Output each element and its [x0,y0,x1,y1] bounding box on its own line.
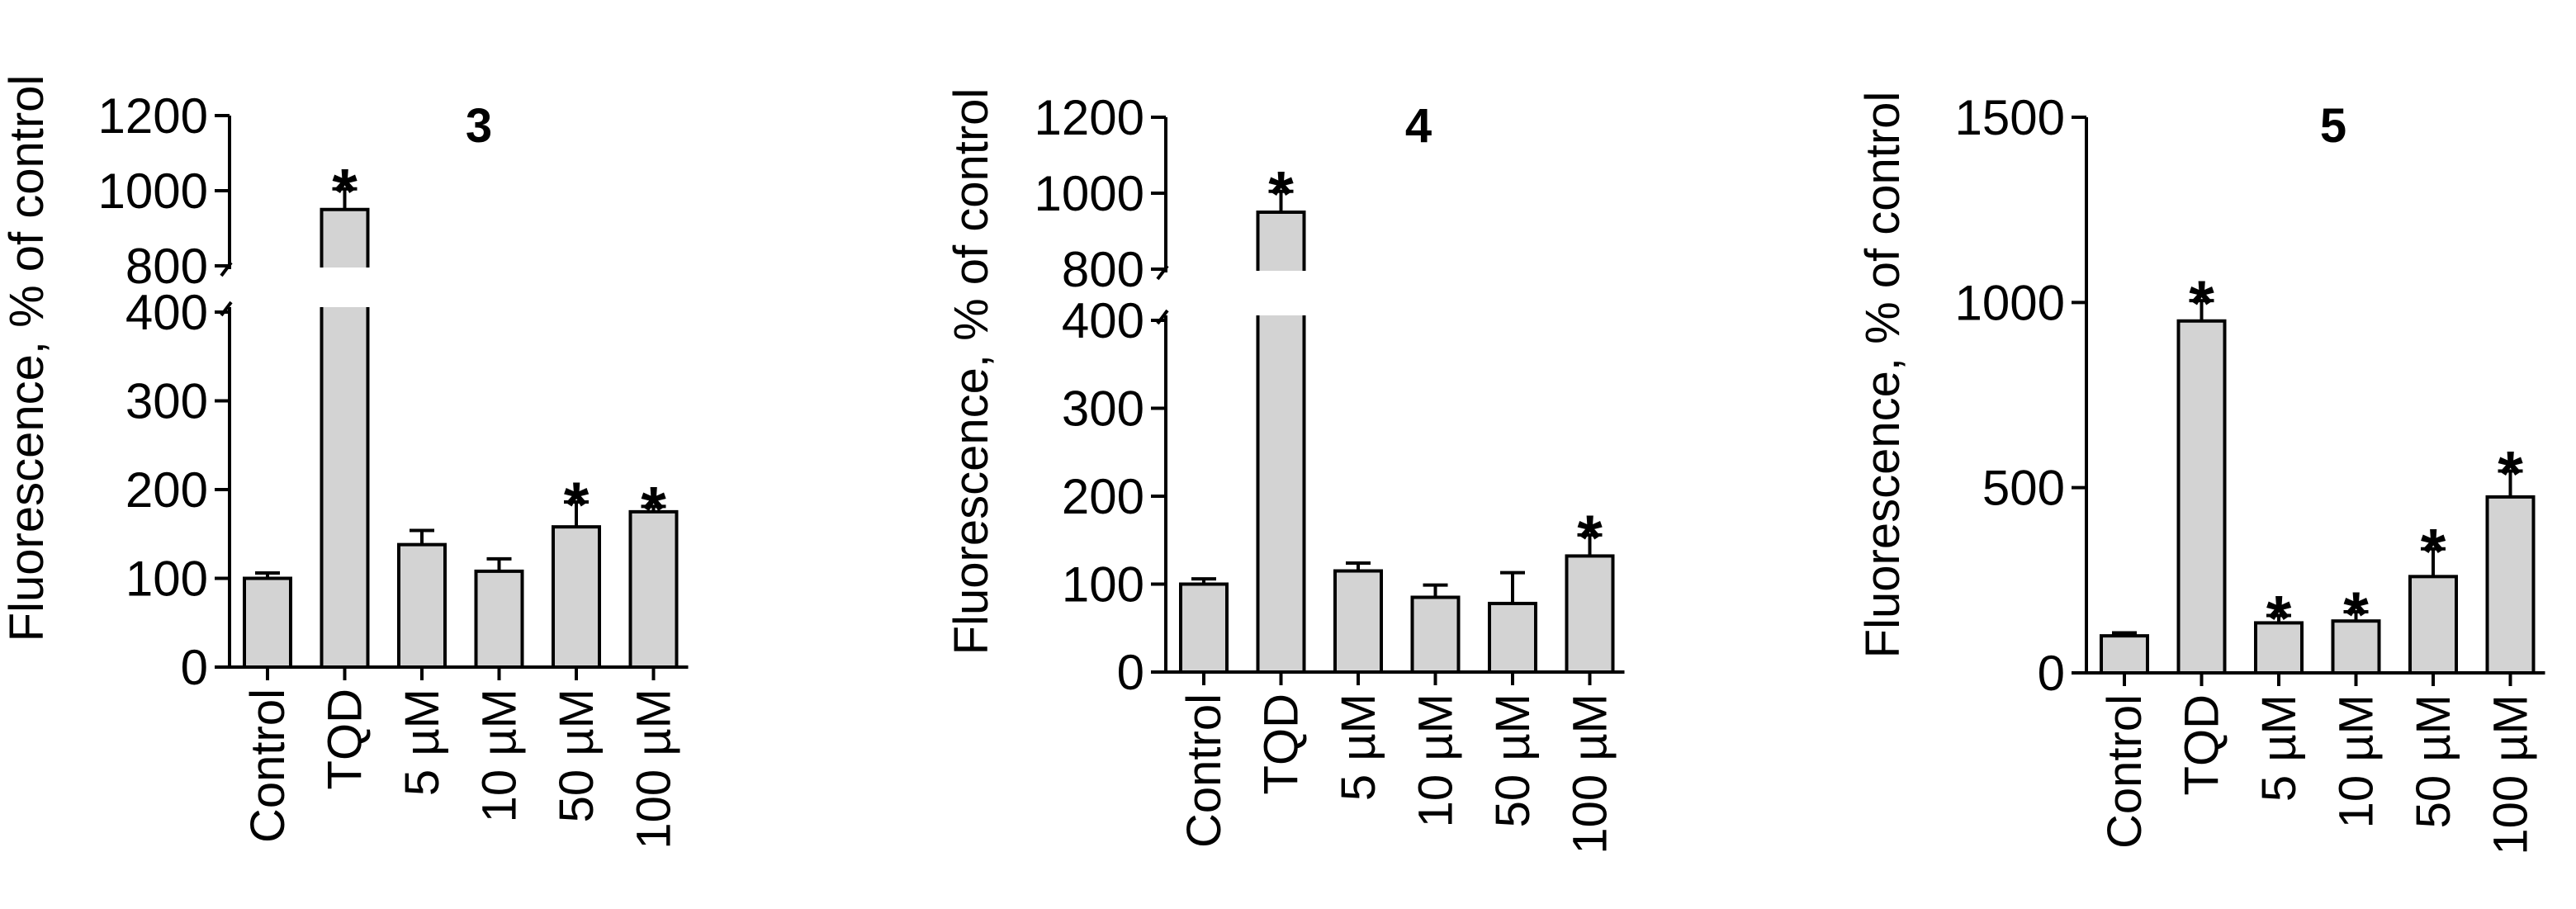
x-tick-label: 50 µM [550,689,604,822]
x-tick-label: Control [241,689,295,843]
x-tick-label: 5 µM [395,689,449,796]
y-tick-label: 100 [1062,557,1144,613]
chart-title: 4 [1405,99,1432,153]
y-tick-label: 500 [1982,461,2065,516]
x-tick-label: 10 µM [473,689,527,822]
y-tick-label: 200 [1062,469,1144,524]
chart-title: 3 [466,99,492,153]
y-tick-label: 1000 [98,163,208,219]
chart-title: 5 [2320,99,2346,153]
significance-marker: * [641,472,666,545]
bar [1333,569,1383,675]
significance-marker: * [2343,578,2369,651]
significance-marker: * [564,468,590,541]
significance-marker: * [2266,581,2292,654]
y-tick-label: 400 [125,285,208,340]
bar [397,542,447,670]
bar [474,569,524,670]
y-tick-label: 0 [2038,646,2065,701]
x-tick-label: Control [2098,694,2152,849]
x-tick-label: 50 µM [1486,694,1540,827]
bar [2331,619,2381,675]
y-tick-label: 1200 [98,88,208,144]
y-tick-label: 1000 [1955,275,2065,330]
y-axis-label: Fluorescence, % of control [1856,92,1910,659]
x-tick-label: TQD [1255,694,1309,794]
bar [2485,495,2536,675]
y-tick-label: 400 [1062,293,1144,348]
significance-marker: * [332,155,358,228]
bar [2408,575,2458,675]
x-tick-label: 10 µM [1409,694,1463,827]
y-tick-label: 200 [125,462,208,518]
y-tick-label: 0 [1117,645,1144,700]
panel-3: 0 500 1000 1500 Fluorescence, % of control 5 C… [1856,90,2545,855]
significance-marker: * [1268,158,1294,230]
significance-marker: * [1577,501,1603,574]
y-tick-label: 1000 [1035,166,1144,221]
bar [2100,634,2149,675]
x-tick-label: TQD [2176,694,2229,795]
bar [552,525,601,670]
bar [1179,582,1229,674]
significance-marker: * [2498,437,2523,509]
x-tick-label: 100 µM [1564,694,1617,855]
y-tick-label: 1200 [1035,90,1144,145]
bar [1488,601,1537,674]
y-tick-label: 0 [181,640,208,695]
significance-marker: * [2421,515,2446,588]
x-tick-label: 5 µM [2252,694,2306,802]
y-tick-label: 1500 [1955,90,2065,145]
y-tick-label: 300 [125,374,208,429]
y-tick-label: 800 [1062,242,1144,297]
bar-break-gap [319,267,371,307]
x-tick-label: TQD [319,689,372,789]
y-tick-label: 800 [125,239,208,294]
y-axis-label: Fluorescence, % of control [945,88,998,656]
bar [1410,595,1461,674]
y-tick-label: 100 [125,552,208,607]
x-tick-label: 100 µM [2484,694,2538,855]
bar-break-gap [1255,271,1307,315]
bar [243,576,292,669]
x-tick-label: Control [1177,694,1231,848]
y-axis-label: Fluorescence, % of control [0,75,54,642]
x-tick-label: 10 µM [2330,694,2384,828]
bar [2176,319,2227,675]
x-tick-label: 50 µM [2407,694,2460,828]
bar [628,509,679,669]
significance-marker: * [2189,267,2214,339]
y-tick-label: 300 [1062,381,1144,437]
x-tick-label: 100 µM [627,689,681,850]
x-tick-label: 5 µM [1332,694,1385,801]
